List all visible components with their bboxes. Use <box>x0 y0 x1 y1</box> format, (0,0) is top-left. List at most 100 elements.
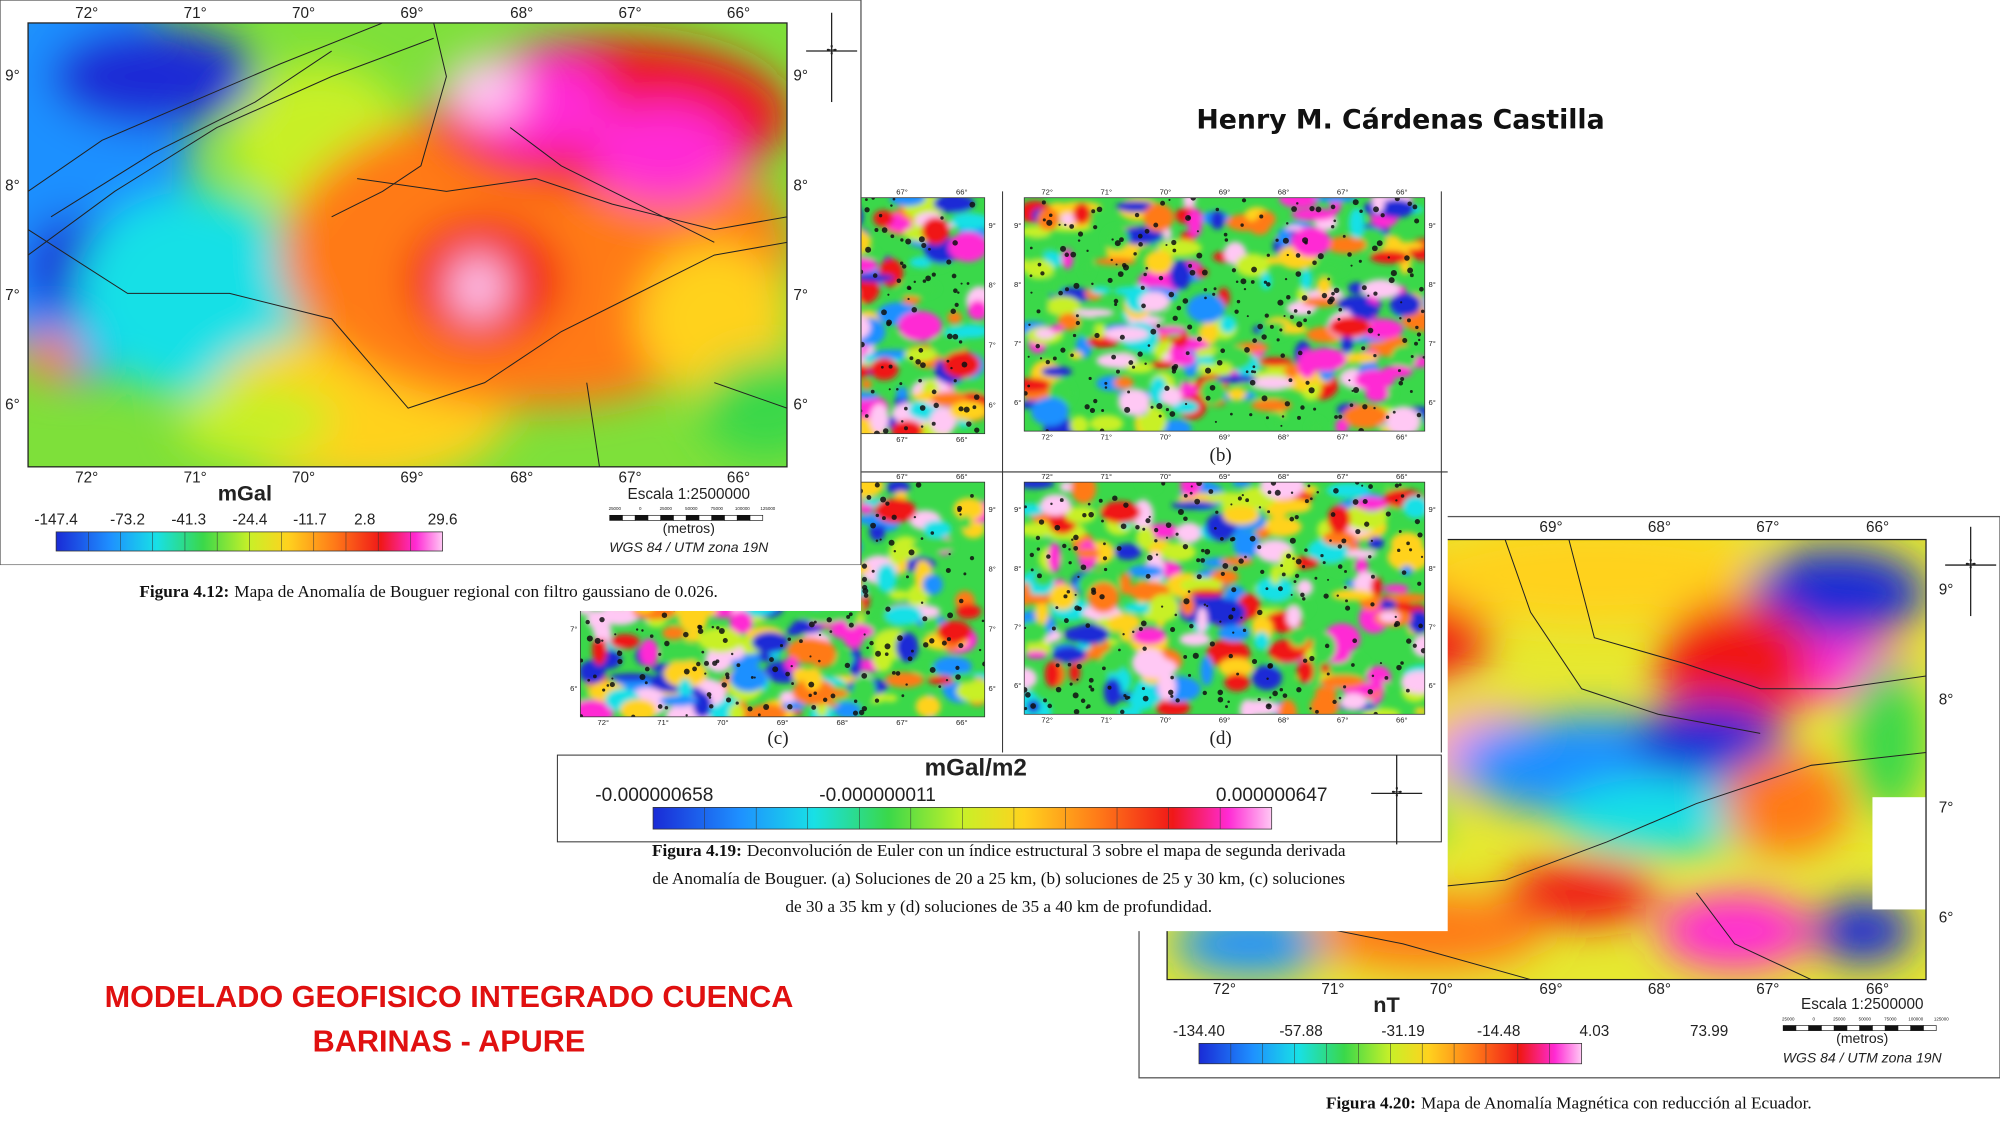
euler-solution <box>920 537 924 540</box>
euler-solution <box>692 666 697 672</box>
euler-solution <box>1338 696 1342 700</box>
anomaly <box>955 603 982 620</box>
anomaly <box>915 695 941 717</box>
euler-solution <box>1187 590 1191 593</box>
euler-solution <box>1333 488 1339 494</box>
anomaly <box>869 403 889 434</box>
euler-solution <box>1296 202 1299 205</box>
panel-lat: 7° <box>989 624 996 633</box>
anomaly <box>870 358 899 381</box>
euler-solution <box>946 259 952 265</box>
euler-solution <box>1140 285 1145 290</box>
euler-solution <box>1295 253 1301 258</box>
euler-solution <box>1343 685 1347 689</box>
euler-solution <box>757 713 761 717</box>
colorbar-label: -73.2 <box>110 511 145 528</box>
euler-solution <box>614 633 617 636</box>
anomaly <box>1346 549 1377 559</box>
euler-solution <box>970 494 974 498</box>
euler-solution <box>1214 526 1217 530</box>
anomaly <box>1249 218 1271 236</box>
anomaly <box>1187 208 1203 238</box>
euler-solution <box>919 405 926 411</box>
anomaly <box>609 673 654 682</box>
boundary-line <box>28 22 383 192</box>
anomaly <box>1224 673 1250 692</box>
anomaly <box>1251 664 1282 691</box>
euler-solution <box>1115 263 1118 266</box>
anomaly <box>933 656 972 677</box>
lat-label: 9° <box>5 68 20 85</box>
euler-solution <box>920 601 924 604</box>
euler-solution <box>683 631 689 638</box>
panel-lat: 7° <box>1014 339 1021 348</box>
anomaly <box>1296 579 1313 596</box>
scale-label: Escala 1:2500000 <box>628 486 750 503</box>
anomaly <box>1096 352 1137 369</box>
anomaly <box>956 679 985 703</box>
anomaly <box>1169 260 1192 291</box>
euler-solution <box>1301 565 1306 569</box>
euler-solution <box>874 698 880 703</box>
euler-solution <box>701 650 705 654</box>
euler-solution <box>1156 403 1163 410</box>
anomaly <box>748 704 787 717</box>
anomaly <box>1188 589 1225 597</box>
euler-solution <box>865 198 868 202</box>
euler-solution <box>874 482 880 488</box>
anomaly <box>1179 577 1223 594</box>
anomaly <box>950 213 985 230</box>
euler-solution <box>1116 546 1122 551</box>
caption: Figura 4.19: Deconvolución de Euler con u… <box>652 841 1346 860</box>
euler-solution <box>1060 347 1066 353</box>
euler-solution <box>1058 223 1061 226</box>
euler-solution <box>1240 616 1243 619</box>
anomaly <box>1402 495 1425 519</box>
euler-solution <box>1402 337 1408 343</box>
euler-solution <box>1265 416 1269 420</box>
euler-solution <box>1189 491 1193 495</box>
anomaly <box>779 690 797 703</box>
euler-solution <box>1123 502 1129 508</box>
euler-solution <box>1292 557 1295 560</box>
euler-solution <box>922 279 927 283</box>
euler-solution <box>1267 510 1271 514</box>
euler-solution <box>953 379 957 383</box>
euler-solution <box>1406 638 1412 644</box>
panel-lon: 67° <box>896 188 908 197</box>
euler-solution <box>1185 351 1190 356</box>
euler-solution <box>813 691 817 695</box>
euler-solution <box>880 365 884 369</box>
euler-solution <box>1035 535 1041 541</box>
euler-solution <box>1102 666 1106 671</box>
euler-solution <box>1390 270 1397 277</box>
euler-solution <box>1145 518 1151 524</box>
euler-solution <box>1345 605 1351 611</box>
euler-solution <box>1156 324 1161 328</box>
euler-solution <box>1269 696 1272 699</box>
anomaly <box>1400 670 1425 694</box>
euler-solution <box>1086 704 1091 709</box>
euler-solution <box>1029 552 1035 558</box>
euler-solution <box>1190 485 1193 488</box>
author: Henry M. Cárdenas Castilla <box>1196 105 1604 136</box>
euler-solution <box>1066 590 1071 594</box>
lon-label: 72° <box>75 469 98 486</box>
anomaly <box>876 563 897 593</box>
euler-solution <box>1370 602 1375 607</box>
euler-solution <box>1040 271 1045 276</box>
panel-lon: 67° <box>896 435 908 444</box>
anomaly <box>1033 570 1054 587</box>
euler-solution <box>958 340 963 344</box>
caption-text: de 30 a 35 km y (d) soluciones de 35 a 4… <box>785 897 1212 916</box>
euler-solution <box>1257 323 1263 330</box>
euler-solution <box>1214 420 1217 423</box>
euler-solution <box>957 508 962 513</box>
euler-solution <box>871 569 875 573</box>
euler-solution <box>969 555 975 561</box>
euler-solution <box>960 282 963 285</box>
anomaly <box>1326 482 1371 498</box>
anomaly <box>51 25 256 128</box>
euler-solution <box>861 705 868 712</box>
euler-solution <box>1416 332 1422 337</box>
